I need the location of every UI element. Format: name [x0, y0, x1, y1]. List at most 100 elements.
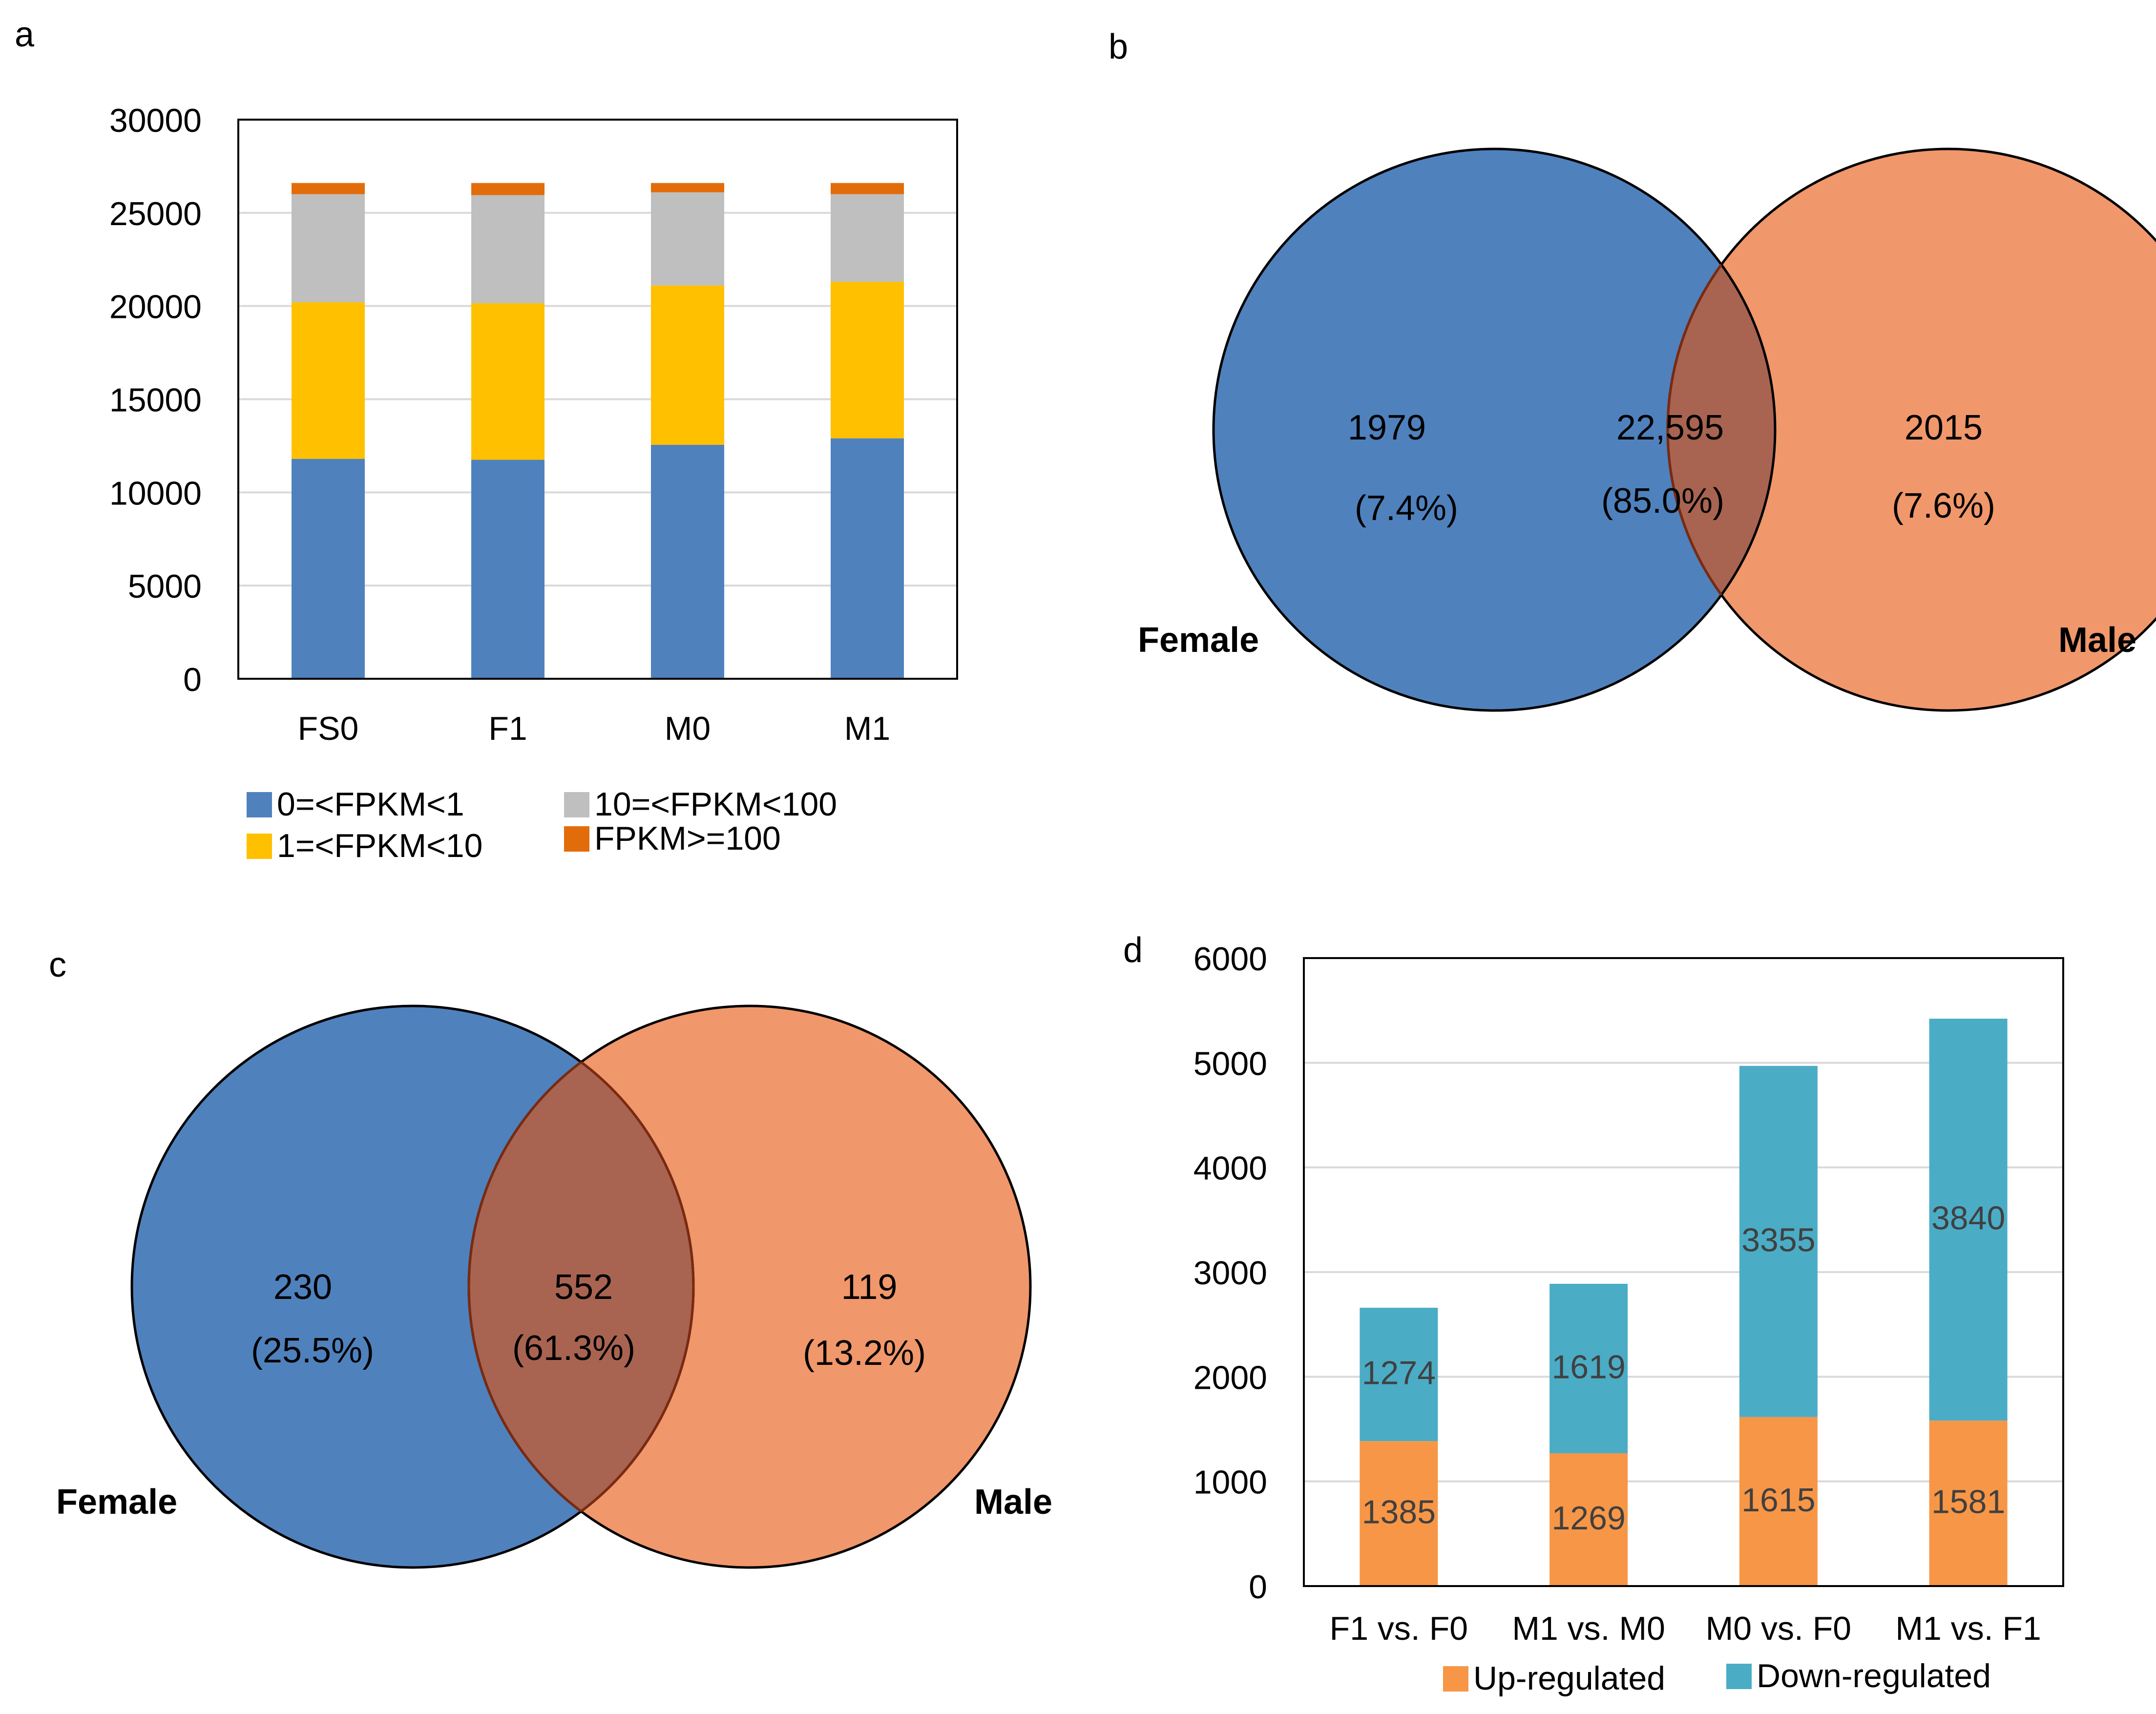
data-label-m0-vs-f0-up-regulated: 1615	[1741, 1482, 1815, 1519]
data-label-f1-vs-f0-up-regulated: 1385	[1362, 1494, 1436, 1531]
chart-a-plot-frame	[237, 119, 958, 680]
chart-d-data-labels: 1385 1274 1269 1619 1615 3355 1581 3840	[1362, 1200, 2006, 1537]
bar-m0-fpkm-100	[651, 183, 724, 192]
bar-fs0-1-fpkm-10	[292, 302, 365, 459]
y-tick-label: 15000	[109, 382, 202, 419]
venn-b-male-count: 2015	[1905, 408, 1983, 447]
panel-letter-c: c	[49, 945, 66, 984]
bar-f1-vs-f0-down-regulated	[1360, 1308, 1438, 1442]
venn-b: 1979 (7.4%) 22,595 (85.0%) 2015 (7.6%) F…	[1138, 147, 2156, 712]
data-label-m0-vs-f0-down-regulated: 3355	[1741, 1221, 1815, 1258]
legend-label-10-fpkm-100: 10=<FPKM<100	[594, 786, 837, 823]
data-label-m1-vs-m0-up-regulated: 1269	[1551, 1500, 1625, 1537]
venn-c-overlap-percent: (61.3%)	[512, 1329, 635, 1368]
x-tick-label-m1-vs-f1: M1 vs. F1	[1895, 1610, 2041, 1647]
y-tick-label: 0	[1249, 1568, 1267, 1606]
bar-m1-1-fpkm-10	[831, 282, 904, 439]
y-tick-label: 25000	[109, 195, 202, 232]
venn-b-overlap-count: 22,595	[1616, 408, 1724, 447]
chart-d-legend: Up-regulated Down-regulated	[1443, 1657, 1991, 1697]
venn-c-overlap-region	[469, 1006, 693, 1568]
venn-b-male-label: Male	[2058, 621, 2136, 660]
legend-label-fpkm-100: FPKM>=100	[594, 820, 781, 857]
legend-swatch-0-fpkm-1	[247, 792, 272, 817]
venn-c-male-label: Male	[974, 1483, 1052, 1522]
legend-label-1-fpkm-10: 1=<FPKM<10	[277, 827, 482, 864]
chart-a-bars	[292, 183, 904, 679]
venn-c-female-label: Female	[56, 1483, 177, 1522]
y-tick-label: 5000	[128, 568, 202, 605]
venn-c-male-count: 119	[841, 1268, 898, 1307]
panel-letter-d: d	[1123, 931, 1143, 970]
bar-m1-fpkm-100	[831, 183, 904, 194]
bar-f1-fpkm-100	[471, 183, 544, 195]
x-tick-label-m1: M1	[844, 710, 890, 747]
x-tick-label-m1-vs-m0: M1 vs. M0	[1512, 1610, 1665, 1647]
venn-b-overlap-edge	[1666, 149, 1775, 711]
venn-b-female-count: 1979	[1348, 408, 1426, 447]
data-label-m1-vs-f1-down-regulated: 3840	[1931, 1200, 2005, 1237]
venn-c-overlap-edge-right	[469, 1006, 695, 1568]
y-tick-label: 30000	[109, 102, 202, 139]
bar-m0-vs-f0-down-regulated	[1739, 1066, 1818, 1417]
bar-m1-vs-m0-up-regulated	[1549, 1453, 1628, 1586]
bar-m1-10-fpkm-100	[831, 194, 904, 282]
x-tick-label-f1: F1	[488, 710, 527, 747]
chart-a-y-tick-labels: 0 5000 10000 15000 20000 25000 30000	[109, 102, 202, 698]
chart-a-x-tick-labels: FS0 F1 M0 M1	[298, 710, 891, 747]
legend-swatch-fpkm-100	[564, 826, 589, 852]
x-tick-label-fs0: FS0	[298, 710, 359, 747]
venn-b-overlap-percent: (85.0%)	[1601, 481, 1724, 521]
bar-m1-vs-f1-up-regulated	[1929, 1421, 2008, 1586]
venn-c-overlap-count: 552	[554, 1268, 613, 1307]
legend-label-0-fpkm-1: 0=<FPKM<1	[277, 786, 464, 823]
x-tick-label-f1-vs-f0: F1 vs. F0	[1330, 1610, 1468, 1647]
legend-swatch-down-regulated	[1726, 1664, 1752, 1689]
y-tick-label: 1000	[1193, 1464, 1267, 1501]
chart-a-fpkm-distribution: 0 5000 10000 15000 20000 25000 30000 FS0 F1 M0 M1…	[109, 102, 958, 864]
bar-f1-10-fpkm-100	[471, 195, 544, 303]
bar-f1-0-fpkm-1	[471, 460, 544, 679]
y-tick-label: 20000	[109, 289, 202, 326]
bar-fs0-10-fpkm-100	[292, 194, 365, 303]
chart-d-plot-frame	[1303, 957, 2064, 1587]
chart-d-y-tick-labels: 0 1000 2000 3000 4000 5000 6000	[1193, 941, 1267, 1606]
bar-m0-0-fpkm-1	[651, 445, 724, 679]
chart-d-deg-counts: 1385 1274 1269 1619 1615 3355 1581 3840 0 1000 20…	[1193, 941, 2064, 1697]
data-label-m1-vs-f1-up-regulated: 1581	[1931, 1484, 2005, 1521]
bar-m1-vs-f1-down-regulated	[1929, 1019, 2008, 1421]
legend-label-up-regulated: Up-regulated	[1473, 1660, 1665, 1697]
venn-b-female-outline	[1212, 147, 1777, 712]
bar-m0-10-fpkm-100	[651, 192, 724, 286]
venn-b-male-circle	[1668, 149, 2156, 711]
y-tick-label: 4000	[1193, 1150, 1267, 1187]
venn-b-female-circle	[1214, 149, 1775, 711]
venn-c-male-percent: (13.2%)	[803, 1334, 926, 1373]
legend-swatch-10-fpkm-100	[564, 792, 589, 817]
y-tick-label: 3000	[1193, 1254, 1267, 1292]
bar-f1-vs-f0-up-regulated	[1360, 1441, 1438, 1586]
bar-m1-vs-m0-down-regulated	[1549, 1284, 1628, 1454]
y-tick-label: 5000	[1193, 1045, 1267, 1082]
x-tick-label-m0: M0	[665, 710, 711, 747]
venn-b-female-percent: (7.4%)	[1355, 489, 1458, 528]
panel-letter-a: a	[15, 15, 35, 54]
y-tick-label: 10000	[109, 475, 202, 512]
venn-b-female-label: Female	[1138, 621, 1259, 660]
bar-m0-vs-f0-up-regulated	[1739, 1417, 1818, 1586]
y-tick-label: 0	[183, 661, 202, 698]
bar-f1-1-fpkm-10	[471, 303, 544, 460]
y-tick-label: 6000	[1193, 941, 1267, 978]
bar-m1-0-fpkm-1	[831, 438, 904, 679]
chart-d-bars	[1360, 1019, 2008, 1586]
bar-fs0-0-fpkm-1	[292, 459, 365, 679]
venn-b-male-percent: (7.6%)	[1892, 486, 1995, 525]
venn-c-female-percent: (25.5%)	[251, 1331, 374, 1370]
bar-m0-1-fpkm-10	[651, 285, 724, 445]
bar-fs0-fpkm-100	[292, 183, 365, 194]
venn-c-female-count: 230	[273, 1268, 332, 1307]
chart-d-x-tick-labels: F1 vs. F0 M1 vs. M0 M0 vs. F0 M1 vs. F1	[1330, 1610, 2041, 1647]
legend-label-down-regulated: Down-regulated	[1757, 1657, 1991, 1694]
panel-letter-b: b	[1109, 27, 1128, 66]
